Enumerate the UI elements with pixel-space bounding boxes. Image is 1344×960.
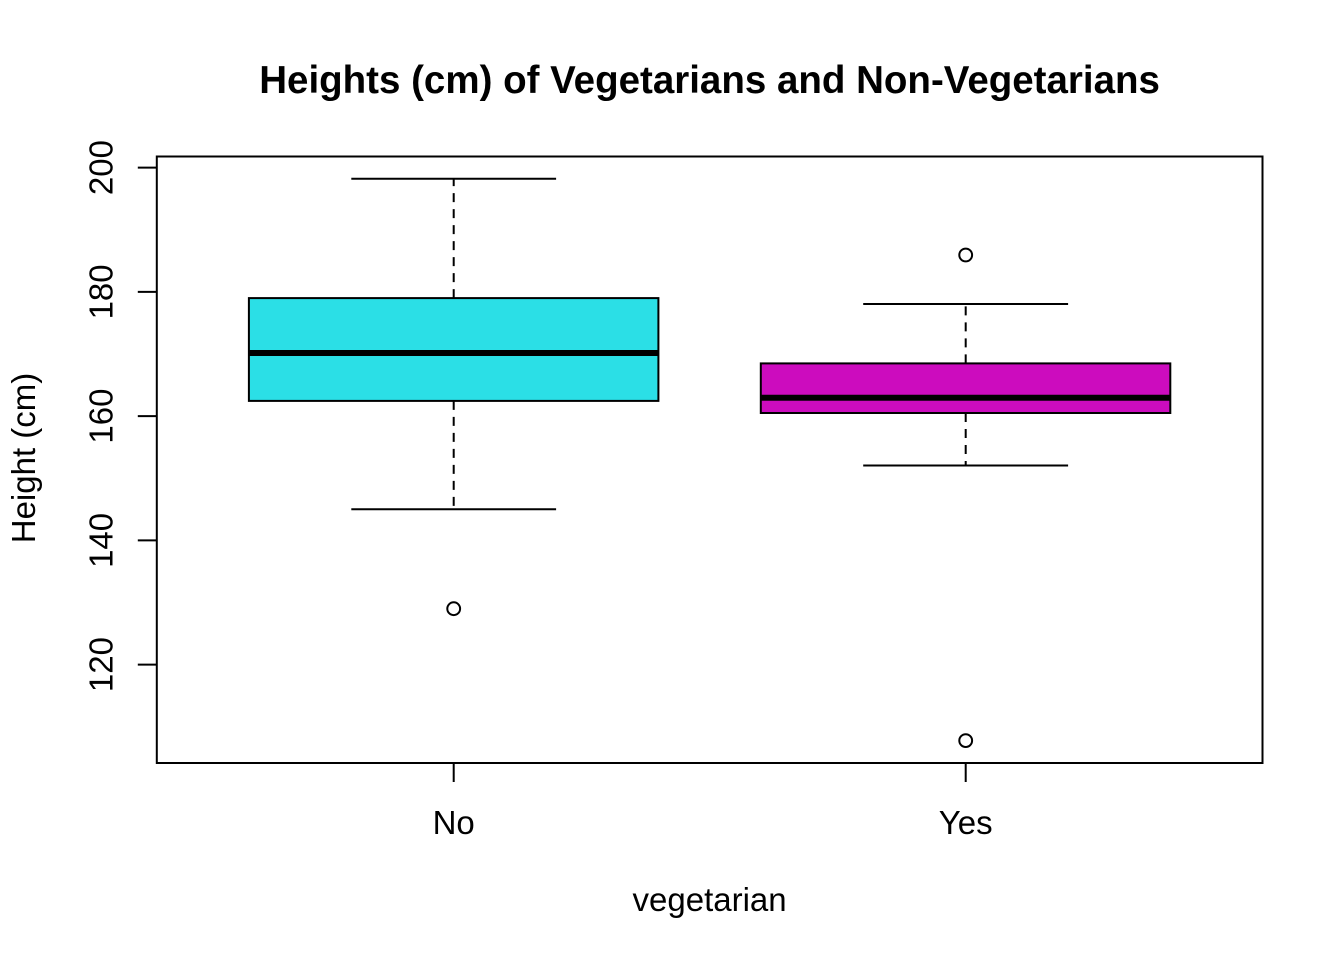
svg-text:Heights (cm) of Vegetarians an: Heights (cm) of Vegetarians and Non-Vege… bbox=[259, 59, 1160, 102]
svg-text:No: No bbox=[433, 804, 475, 841]
svg-text:160: 160 bbox=[83, 389, 120, 444]
svg-text:Yes: Yes bbox=[939, 804, 993, 841]
svg-text:140: 140 bbox=[83, 513, 120, 568]
svg-text:vegetarian: vegetarian bbox=[633, 881, 787, 918]
svg-text:200: 200 bbox=[83, 140, 120, 195]
svg-text:Height (cm): Height (cm) bbox=[5, 373, 42, 544]
svg-text:180: 180 bbox=[83, 264, 120, 319]
svg-text:120: 120 bbox=[83, 637, 120, 692]
